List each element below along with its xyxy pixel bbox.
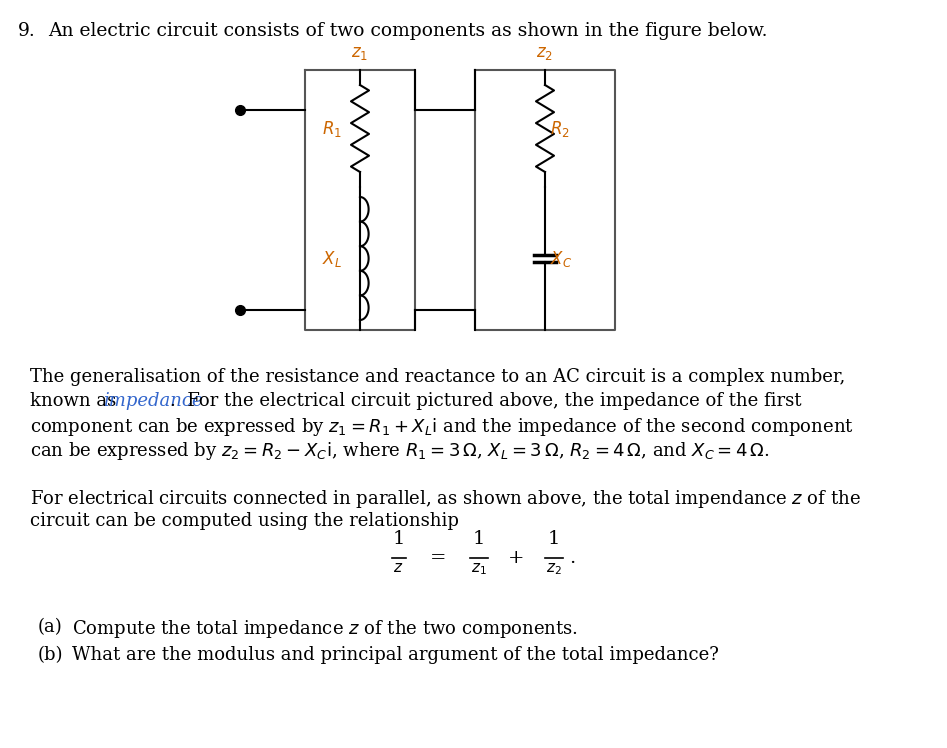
- Text: $z_2$: $z_2$: [545, 561, 562, 577]
- Text: $z_2$: $z_2$: [537, 45, 553, 62]
- Text: $X_L$: $X_L$: [322, 248, 342, 269]
- Text: known as: known as: [30, 392, 122, 410]
- Text: $z$: $z$: [393, 561, 403, 575]
- Text: $R_2$: $R_2$: [550, 118, 570, 138]
- Text: impedance: impedance: [103, 392, 203, 410]
- Text: 1: 1: [547, 530, 560, 548]
- Text: can be expressed by $z_2 = R_2 - X_C\mathrm{i}$, where $R_1 = 3\,\Omega$, $X_L =: can be expressed by $z_2 = R_2 - X_C\mat…: [30, 440, 770, 462]
- Text: The generalisation of the resistance and reactance to an AC circuit is a complex: The generalisation of the resistance and…: [30, 368, 846, 386]
- Text: .  For the electrical circuit pictured above, the impedance of the first: . For the electrical circuit pictured ab…: [170, 392, 801, 410]
- Text: An electric circuit consists of two components as shown in the figure below.: An electric circuit consists of two comp…: [48, 22, 767, 40]
- Text: (a): (a): [38, 618, 63, 636]
- Text: 1: 1: [473, 530, 485, 548]
- Text: $z_1$: $z_1$: [471, 561, 487, 577]
- Text: Compute the total impedance $z$ of the two components.: Compute the total impedance $z$ of the t…: [72, 618, 578, 640]
- Text: +: +: [508, 549, 525, 567]
- Text: $z_1$: $z_1$: [351, 45, 368, 62]
- Text: 9.: 9.: [18, 22, 36, 40]
- Text: For electrical circuits connected in parallel, as shown above, the total impenda: For electrical circuits connected in par…: [30, 488, 861, 510]
- Text: .: .: [569, 549, 576, 567]
- Text: 1: 1: [392, 530, 404, 548]
- Text: =: =: [430, 549, 447, 567]
- Text: $X_C$: $X_C$: [550, 248, 572, 269]
- Text: circuit can be computed using the relationship: circuit can be computed using the relati…: [30, 512, 459, 530]
- Text: What are the modulus and principal argument of the total impedance?: What are the modulus and principal argum…: [72, 646, 719, 664]
- Text: $R_1$: $R_1$: [322, 118, 342, 138]
- Text: (b): (b): [38, 646, 63, 664]
- Text: component can be expressed by $z_1 = R_1 + X_L\mathrm{i}$ and the impedance of t: component can be expressed by $z_1 = R_1…: [30, 416, 854, 438]
